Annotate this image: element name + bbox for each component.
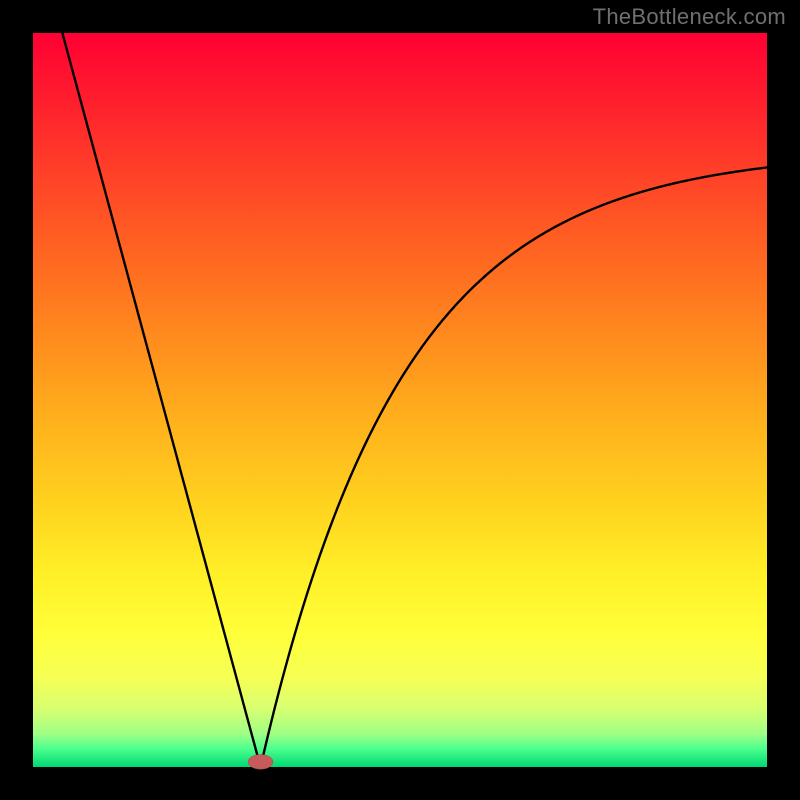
minimum-marker [248, 755, 273, 770]
bottleneck-chart [0, 0, 800, 800]
chart-plot-area [33, 33, 767, 767]
chart-container: TheBottleneck.com [0, 0, 800, 800]
attribution-label: TheBottleneck.com [593, 4, 786, 30]
